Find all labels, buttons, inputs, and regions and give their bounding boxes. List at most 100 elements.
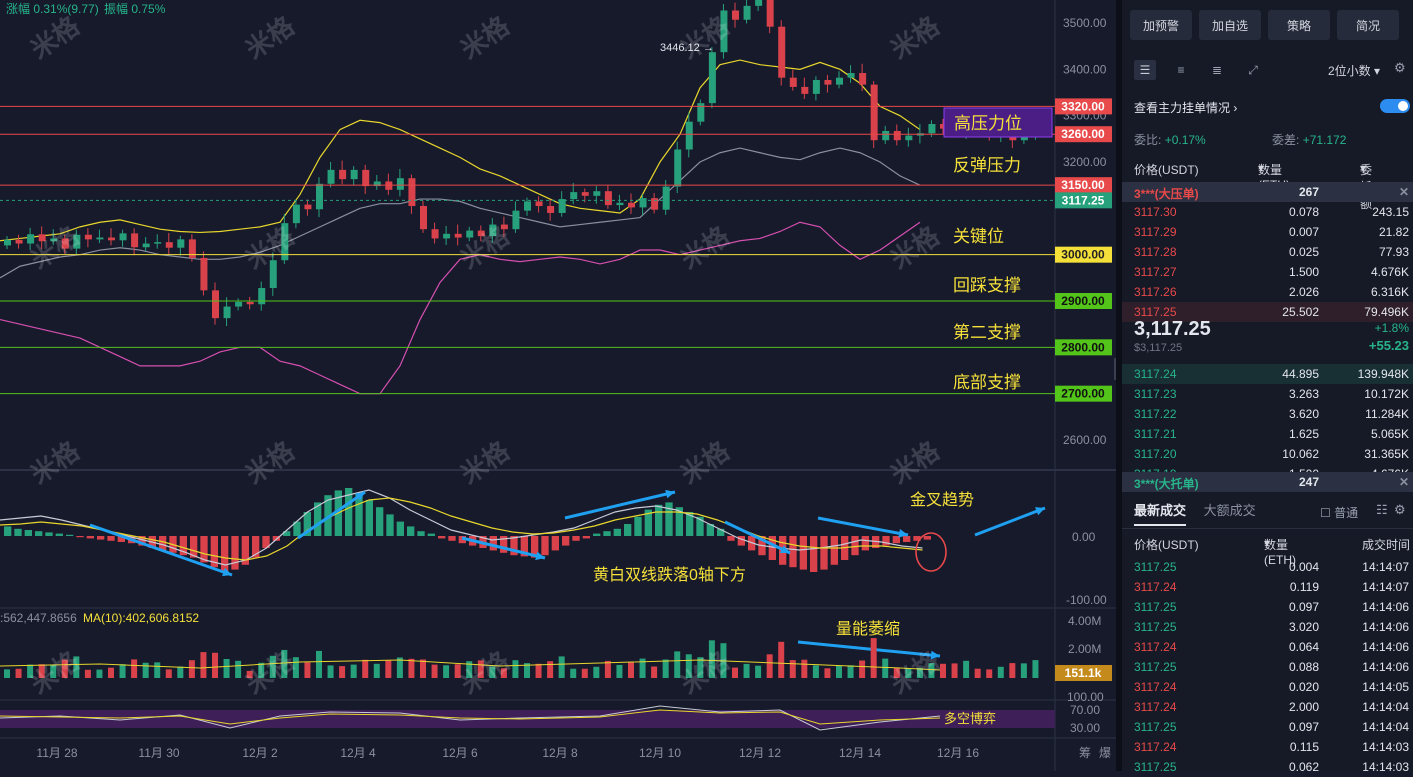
ask-wall-qty: 267 [1298, 185, 1319, 199]
macd-bar [489, 536, 497, 551]
strategy-button[interactable]: 策略 [1268, 10, 1330, 40]
trade-time: 14:14:03 [1362, 760, 1409, 774]
candle-body [27, 234, 35, 244]
tab-latest-trades[interactable]: 最新成交 [1134, 503, 1187, 526]
macd-bar [572, 536, 580, 541]
bid-qty: 3.263 [1288, 387, 1319, 401]
candle-body [836, 77, 843, 85]
golden-cross-circle [915, 532, 947, 572]
divider [1122, 528, 1413, 529]
normal-filter[interactable]: ☐ 普通 [1320, 504, 1358, 521]
book-expand-icon[interactable]: ⤢ [1248, 62, 1258, 77]
x-axis-label: 11月 28 [36, 746, 77, 760]
macd-bar [272, 536, 280, 541]
add-alert-button[interactable]: 加预警 [1130, 10, 1192, 40]
ask-row[interactable]: 3117.27 1.500 4.676K [1122, 262, 1413, 282]
ask-qty: 1.500 [1288, 265, 1319, 279]
ask-price: 3117.30 [1134, 205, 1177, 219]
macd-bar [830, 536, 838, 565]
volume-bar [963, 660, 970, 678]
depth-title: 查看主力挂单情况 [1134, 101, 1231, 115]
candle-body [581, 192, 589, 196]
bid-row[interactable]: 3117.24 44.895 139.948K [1122, 364, 1413, 384]
volume-bar [27, 664, 34, 678]
volume-bar [778, 641, 785, 678]
candle-body [50, 238, 58, 242]
trade-price: 3117.24 [1134, 740, 1177, 754]
chart-canvas[interactable]: 涨幅 0.31%(9.77) 振幅 0.75%3500.003400.003300… [0, 0, 1120, 771]
book-header-qty[interactable]: 数量 (ETH) ▾ [1258, 161, 1290, 192]
panel-divider[interactable] [1116, 0, 1122, 771]
macd-bar [231, 536, 239, 570]
trade-settings-icon[interactable]: ⚙ [1394, 502, 1406, 517]
annotation-bottom-support: 底部支撑 [953, 373, 1021, 392]
ask-row[interactable]: 3117.29 0.007 21.82 [1122, 222, 1413, 242]
trade-row[interactable]: 3117.24 0.119 14:14:07 [1122, 577, 1413, 597]
candle-body [73, 234, 81, 249]
macd-bar [427, 533, 435, 536]
candle-body [119, 233, 127, 241]
price-tag [1055, 385, 1112, 402]
trade-price: 3117.24 [1134, 700, 1177, 714]
candle-body [859, 73, 867, 85]
trade-row[interactable]: 3117.25 0.062 14:14:03 [1122, 757, 1413, 777]
depth-link[interactable]: 查看主力挂单情况 › [1134, 99, 1237, 116]
trend-arrow [724, 520, 791, 555]
ask-row[interactable]: 3117.26 2.026 6.316K [1122, 282, 1413, 302]
trade-row[interactable]: 3117.24 0.020 14:14:05 [1122, 677, 1413, 697]
trade-row[interactable]: 3117.24 2.000 14:14:04 [1122, 697, 1413, 717]
candle-body [108, 237, 115, 241]
book-bids-icon[interactable]: ≡ [1177, 63, 1185, 77]
tab-large-trades[interactable]: 大额成交 [1203, 503, 1256, 518]
trade-qty: 0.064 [1288, 640, 1319, 654]
bid-price: 3117.23 [1134, 387, 1177, 401]
trade-row[interactable]: 3117.25 0.097 14:14:04 [1122, 717, 1413, 737]
trade-row[interactable]: 3117.25 0.097 14:14:06 [1122, 597, 1413, 617]
macd-bar [200, 536, 208, 563]
trade-row[interactable]: 3117.25 0.088 14:14:06 [1122, 657, 1413, 677]
trade-row[interactable]: 3117.24 0.115 14:14:03 [1122, 737, 1413, 757]
volume-bar [73, 656, 80, 678]
trade-header: 价格(USDT) 数量(ETH) ▾ 成交时间 [1134, 536, 1413, 567]
ask-row[interactable]: 3117.25 25.502 79.496K [1122, 302, 1413, 322]
trade-header-qty[interactable]: 数量(ETH) ▾ [1264, 536, 1296, 567]
ask-row[interactable]: 3117.30 0.078 243.15 [1122, 202, 1413, 222]
trend-arrow-head [355, 492, 365, 501]
candle-body [697, 103, 705, 122]
macd-axis-label: 0.00 [1072, 530, 1096, 544]
settings-gear-icon[interactable]: ⚙ [1394, 60, 1406, 75]
trade-row[interactable]: 3117.25 3.020 14:14:06 [1122, 617, 1413, 637]
bid-row[interactable]: 3117.23 3.263 10.172K [1122, 384, 1413, 404]
depth-toggle[interactable] [1380, 99, 1410, 113]
bid-row[interactable]: 3117.20 10.062 31.365K [1122, 444, 1413, 464]
trade-row[interactable]: 3117.24 0.064 14:14:06 [1122, 637, 1413, 657]
overview-button[interactable]: 简况 [1337, 10, 1399, 40]
price-axis-label: 2600.00 [1063, 433, 1107, 447]
bid-row[interactable]: 3117.21 1.625 5.065K [1122, 424, 1413, 444]
bid-row[interactable]: 3117.22 3.620 11.284K [1122, 404, 1413, 424]
volume-bar [1020, 663, 1027, 678]
book-header-total[interactable]: 委托额 ▾ [1360, 161, 1373, 211]
volume-bar [327, 665, 334, 678]
macd-bar [283, 531, 291, 536]
book-both-icon[interactable]: ☰ [1134, 60, 1156, 80]
book-asks-icon[interactable]: ≣ [1211, 63, 1223, 77]
add-watchlist-button[interactable]: 加自选 [1199, 10, 1261, 40]
price-tag-label: 3260.00 [1061, 127, 1105, 141]
macd-bar [655, 504, 663, 536]
volume-bar [674, 651, 681, 678]
filter-icon[interactable]: ☷ [1376, 502, 1388, 517]
candle-body [500, 224, 508, 230]
checkbox-icon[interactable]: ☐ [1320, 506, 1331, 520]
macd-bar [314, 502, 322, 536]
volume-bar [928, 663, 935, 678]
trade-row[interactable]: 3117.25 0.004 14:14:07 [1122, 557, 1413, 577]
trade-qty: 0.062 [1288, 760, 1319, 774]
ask-row[interactable]: 3117.28 0.025 77.93 [1122, 242, 1413, 262]
volume-ma10: MA(10):402,606.8152 [83, 611, 199, 625]
kline-chart[interactable]: 涨幅 0.31%(9.77) 振幅 0.75% 3500.00 3400.00 3300… [0, 0, 1120, 771]
price-tag-label: 2800.00 [1061, 340, 1105, 354]
decimals-select[interactable]: 2位小数 ▾ [1328, 62, 1380, 79]
candle-body [443, 233, 451, 239]
volume-bar [847, 665, 854, 678]
